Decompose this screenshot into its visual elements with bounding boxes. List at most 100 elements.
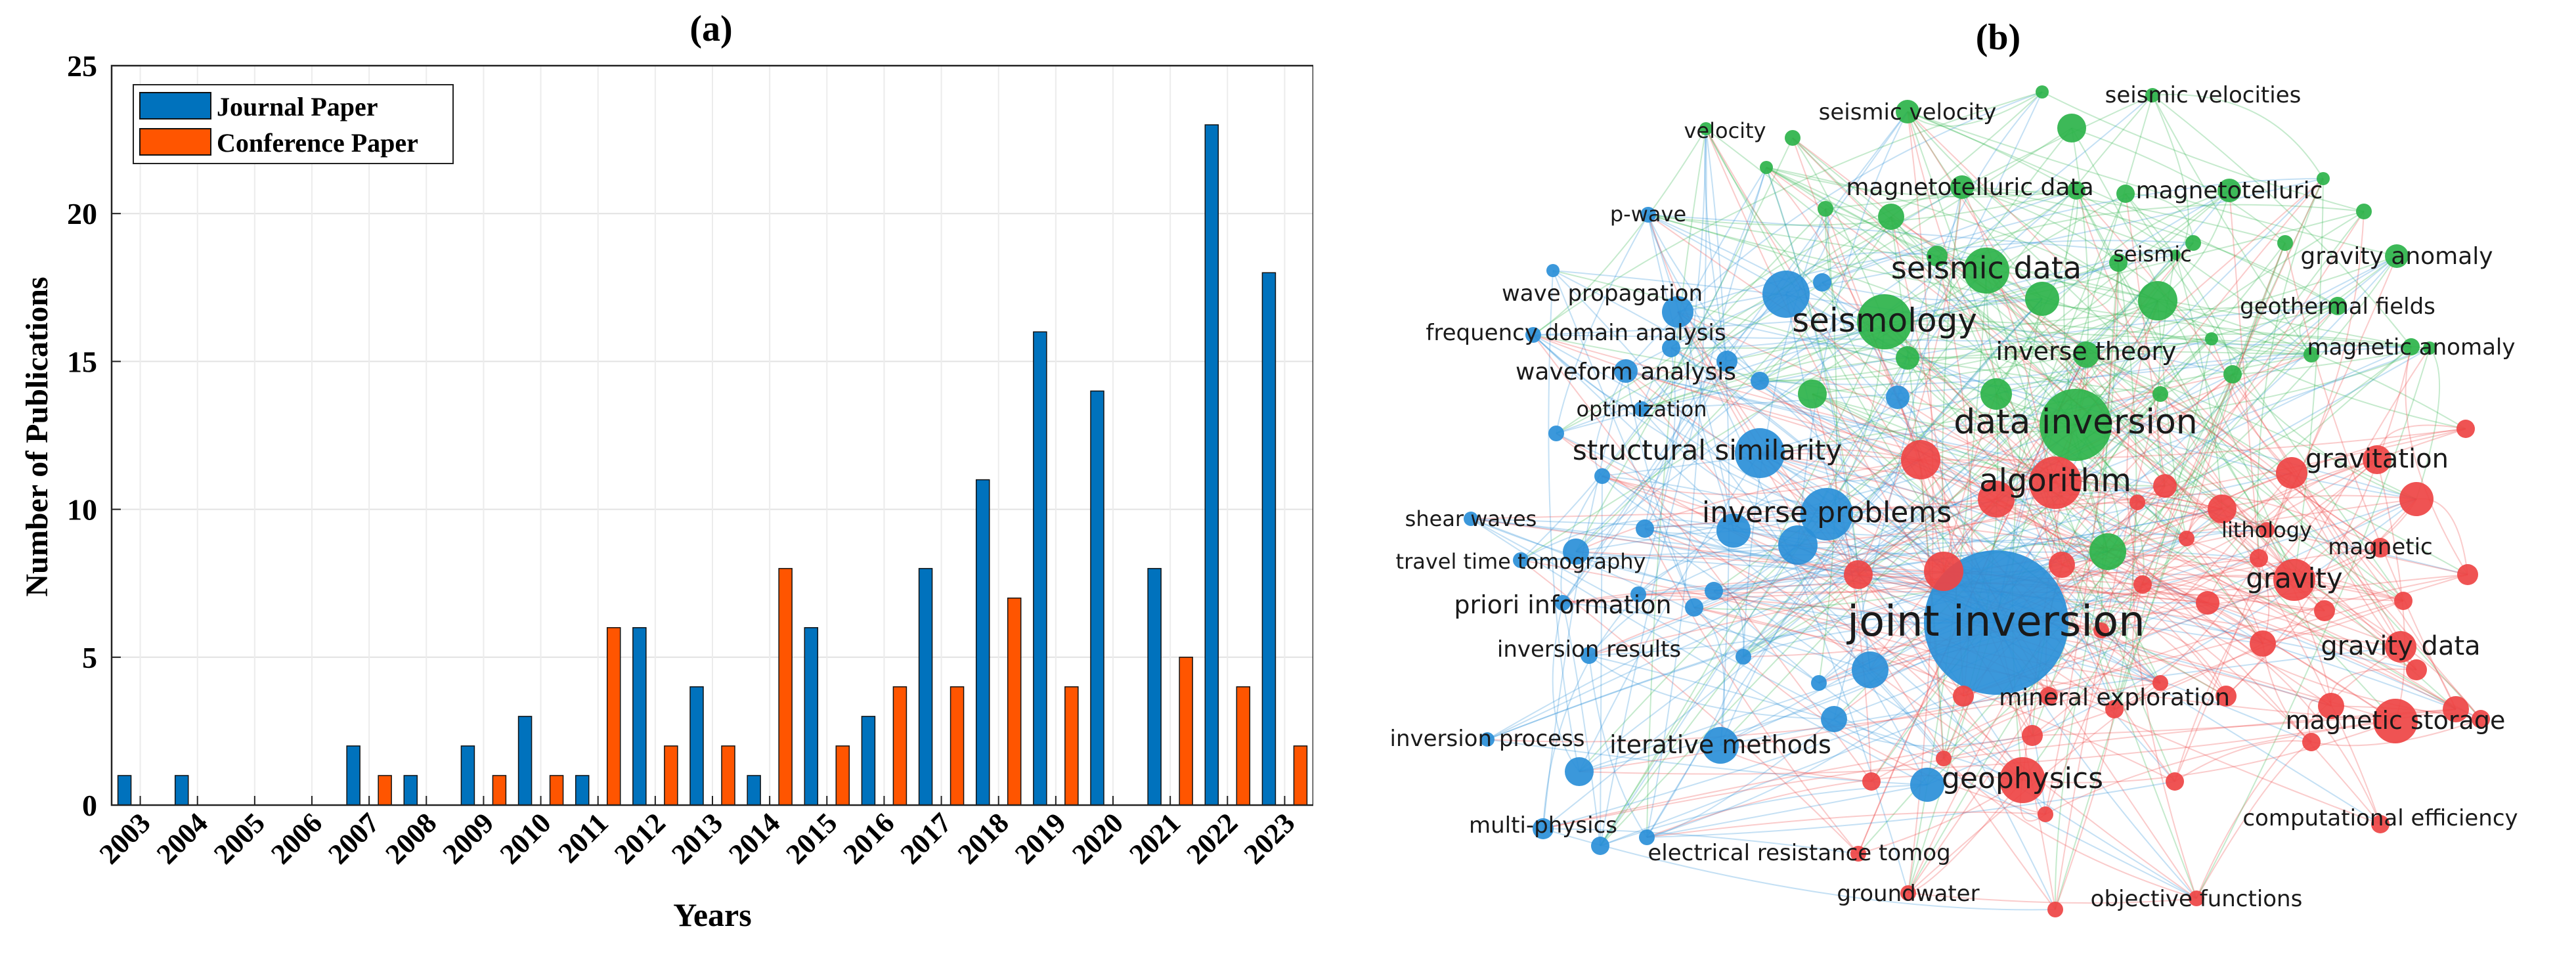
network-edge	[1871, 574, 2468, 782]
network-node	[2363, 445, 2391, 474]
network-edge	[2085, 354, 2295, 581]
x-axis-ticks: 2003200420052006200720082009201020112012…	[93, 796, 1301, 870]
network-edge	[2416, 347, 2441, 500]
network-edge	[1890, 91, 2043, 217]
conference-paper-bar	[664, 745, 678, 806]
network-edge	[1759, 190, 2077, 382]
network-node-label: inversion results	[1497, 636, 1681, 663]
network-node	[1662, 296, 1693, 328]
network-edge	[1996, 498, 2396, 722]
network-edge	[1833, 338, 2212, 720]
network-edge	[1743, 305, 2338, 657]
network-edge	[1884, 321, 2108, 552]
network-edge	[2174, 472, 2292, 782]
network-edge	[1556, 214, 1649, 434]
conference-paper-bar	[1064, 686, 1079, 806]
network-edge	[1908, 779, 2023, 894]
network-edge	[1625, 370, 2166, 487]
network-edge	[1907, 357, 2332, 707]
network-edge	[1826, 91, 2043, 515]
network-edge	[2071, 127, 2295, 581]
network-edge	[2085, 354, 2267, 531]
network-edge	[1648, 214, 1760, 382]
network-node	[2302, 733, 2321, 751]
network-edge	[1648, 214, 1734, 531]
journal-paper-bar	[1033, 331, 1047, 806]
network-edge	[1579, 255, 2397, 772]
network-node	[2057, 114, 2086, 143]
network-edge	[1759, 216, 1892, 382]
network-edge	[1646, 298, 2043, 838]
network-edge	[1907, 111, 2158, 301]
network-node	[2314, 600, 2335, 621]
network-node	[2029, 456, 2082, 509]
network-edge	[1562, 602, 1601, 846]
network-edge	[2284, 242, 2456, 710]
network-node	[2394, 592, 2412, 610]
network-edge	[1818, 574, 2468, 684]
network-node-label: seismology	[1792, 301, 1977, 340]
network-node-label: joint inversion	[1846, 598, 2145, 646]
network-edge	[1641, 354, 2312, 410]
network-edge	[2207, 602, 2396, 722]
x-tick-label: 2012	[608, 806, 672, 870]
network-edge	[1907, 91, 2043, 127]
network-edge	[2258, 255, 2397, 559]
grid-lines	[112, 66, 1313, 805]
network-edge	[2405, 346, 2468, 575]
network-edge	[2232, 374, 2401, 648]
network-node	[1630, 586, 1646, 602]
network-edge	[2174, 459, 2378, 782]
network-edge	[1677, 311, 2056, 483]
network-edge	[2114, 338, 2212, 710]
y-tick-label: 20	[67, 197, 97, 231]
network-node	[2223, 365, 2242, 384]
network-edge	[1646, 128, 1707, 838]
network-node-label: gravitation	[2305, 444, 2449, 474]
network-node-label: p-wave	[1610, 202, 1686, 227]
network-edge	[1818, 529, 2267, 684]
network-node	[1844, 560, 1873, 589]
network-edge	[1890, 216, 2087, 355]
network-node	[1480, 732, 1495, 747]
network-labels: seismic velocity seismic velocities veloci…	[1390, 82, 2518, 912]
network-edge	[1533, 91, 2043, 336]
network-edge	[2022, 374, 2233, 781]
network-node	[2443, 696, 2469, 722]
network-edge	[1720, 459, 1921, 746]
network-edge	[1542, 370, 1626, 829]
network-edge	[1693, 607, 2046, 815]
network-edge	[1520, 519, 1734, 561]
network-node	[1525, 327, 1541, 343]
x-tick-label: 2009	[437, 806, 500, 870]
network-node	[1563, 538, 1589, 565]
network-edge	[1638, 128, 1707, 595]
network-edge	[1822, 177, 2324, 283]
network-node	[2105, 700, 2124, 718]
network-node-label: magnetotelluric data	[1846, 174, 2093, 201]
network-edge	[1470, 518, 2332, 707]
network-edge	[1986, 270, 2404, 602]
network-node	[1999, 757, 2045, 803]
network-node-label: optimization	[1576, 397, 1707, 422]
network-node	[2133, 575, 2152, 594]
network-edge	[1713, 590, 2161, 684]
network-edge	[2311, 718, 2481, 747]
network-node-label: priori information	[1454, 590, 1671, 619]
network-edge	[1797, 111, 1908, 546]
network-node	[2217, 179, 2241, 202]
network-edge	[1907, 357, 2161, 395]
network-edge	[1986, 270, 2325, 611]
network-node	[1978, 481, 2015, 517]
network-edge	[1575, 137, 1793, 552]
network-node	[1980, 378, 2012, 410]
y-tick-label: 5	[82, 641, 97, 674]
network-edge	[1986, 270, 2175, 782]
conference-paper-bar	[1179, 657, 1193, 806]
network-node-label: velocity	[1684, 118, 1766, 143]
network-edge	[2076, 190, 2295, 581]
network-edge	[1625, 370, 2197, 899]
network-edge	[2225, 498, 2417, 697]
network-edge	[1907, 111, 2043, 299]
bars	[117, 124, 1308, 806]
